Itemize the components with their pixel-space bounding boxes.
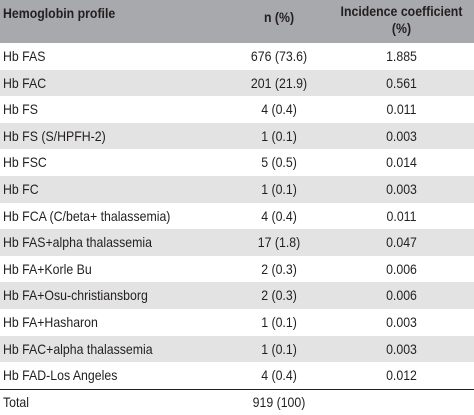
cell-profile: Hb FCA (C/beta+ thalassemia)	[3, 207, 171, 224]
cell-incidence: 0.003	[386, 180, 417, 197]
cell-profile: Hb FAC+alpha thalassemia	[3, 340, 153, 357]
cell-n: 1 (0.1)	[261, 127, 297, 144]
cell-n: 1 (0.1)	[261, 340, 297, 357]
cell-n: 201 (21.9)	[250, 74, 308, 91]
cell-incidence: 0.006	[386, 287, 417, 304]
header-incidence-line1: Incidence coefficient	[340, 3, 463, 19]
cell-n: 4 (0.4)	[261, 207, 297, 224]
table-header: Hemoglobin profile n (%) Incidence coeff…	[0, 0, 474, 43]
cell-n: 4 (0.4)	[261, 367, 297, 384]
cell-incidence: 1.885	[386, 48, 417, 64]
header-hemoglobin-profile: Hemoglobin profile	[3, 5, 116, 21]
cell-n: 17 (1.8)	[257, 234, 301, 251]
cell-incidence: 0.003	[386, 340, 417, 357]
cell-n: 5 (0.5)	[261, 154, 297, 171]
table-row: Hb FA+Korle Bu 2 (0.3) 0.006	[0, 256, 474, 283]
cell-incidence: 0.011	[386, 207, 417, 224]
cell-incidence: 0.047	[386, 234, 417, 251]
cell-incidence: 0.003	[386, 313, 417, 330]
cell-n: 1 (0.1)	[261, 180, 297, 197]
cell-profile: Hb FAS	[3, 48, 46, 64]
cell-incidence: 0.014	[386, 154, 417, 171]
table-row: Hb FS 4 (0.4) 0.011	[0, 96, 474, 123]
total-n: 919 (100)	[252, 393, 306, 410]
header-incidence-line2: (%)	[391, 20, 412, 36]
cell-profile: Hb FS (S/HPFH-2)	[3, 127, 106, 144]
cell-profile: Hb FSC	[3, 154, 47, 171]
table-total-row: Total 919 (100)	[0, 388, 474, 415]
table-row: Hb FAS 676 (73.6) 1.885	[0, 43, 474, 70]
cell-profile: Hb FC	[3, 180, 39, 197]
cell-incidence: 0.561	[386, 74, 417, 91]
table-row: Hb FAC+alpha thalassemia 1 (0.1) 0.003	[0, 335, 474, 363]
cell-profile: Hb FA+Osu-christiansborg	[3, 287, 148, 304]
table-row: Hb FAC 201 (21.9) 0.561	[0, 69, 474, 97]
total-label: Total	[3, 393, 30, 410]
table-row: Hb FC 1 (0.1) 0.003	[0, 175, 474, 203]
cell-profile: Hb FS	[3, 101, 38, 118]
table-body: Hb FAS 676 (73.6) 1.885 Hb FAC 201 (21.9…	[0, 43, 474, 415]
cell-n: 676 (73.6)	[250, 48, 308, 64]
cell-n: 2 (0.3)	[261, 260, 297, 277]
cell-incidence: 0.006	[386, 260, 417, 277]
cell-profile: Hb FA+Korle Bu	[3, 260, 92, 277]
cell-n: 2 (0.3)	[261, 287, 297, 304]
table-row: Hb FSC 5 (0.5) 0.014	[0, 149, 474, 176]
table-row: Hb FAD-Los Angeles 4 (0.4) 0.012	[0, 362, 474, 389]
table-row: Hb FAS+alpha thalassemia 17 (1.8) 0.047	[0, 229, 474, 256]
table-row: Hb FS (S/HPFH-2) 1 (0.1) 0.003	[0, 122, 474, 150]
cell-n: 1 (0.1)	[261, 313, 297, 330]
table-row: Hb FCA (C/beta+ thalassemia) 4 (0.4) 0.0…	[0, 203, 474, 230]
cell-profile: Hb FAS+alpha thalassemia	[3, 234, 152, 251]
table-row: Hb FA+Osu-christiansborg 2 (0.3) 0.006	[0, 282, 474, 309]
cell-incidence: 0.011	[386, 101, 417, 118]
cell-profile: Hb FA+Hasharon	[3, 313, 98, 330]
cell-n: 4 (0.4)	[261, 101, 297, 118]
cell-incidence: 0.012	[386, 367, 417, 384]
cell-profile: Hb FAD-Los Angeles	[3, 367, 118, 384]
cell-incidence: 0.003	[386, 127, 417, 144]
header-incidence-coefficient: Incidence coefficient (%)	[338, 3, 466, 37]
header-n-percent: n (%)	[263, 9, 295, 25]
cell-profile: Hb FAC	[3, 74, 47, 91]
table-row: Hb FA+Hasharon 1 (0.1) 0.003	[0, 309, 474, 336]
